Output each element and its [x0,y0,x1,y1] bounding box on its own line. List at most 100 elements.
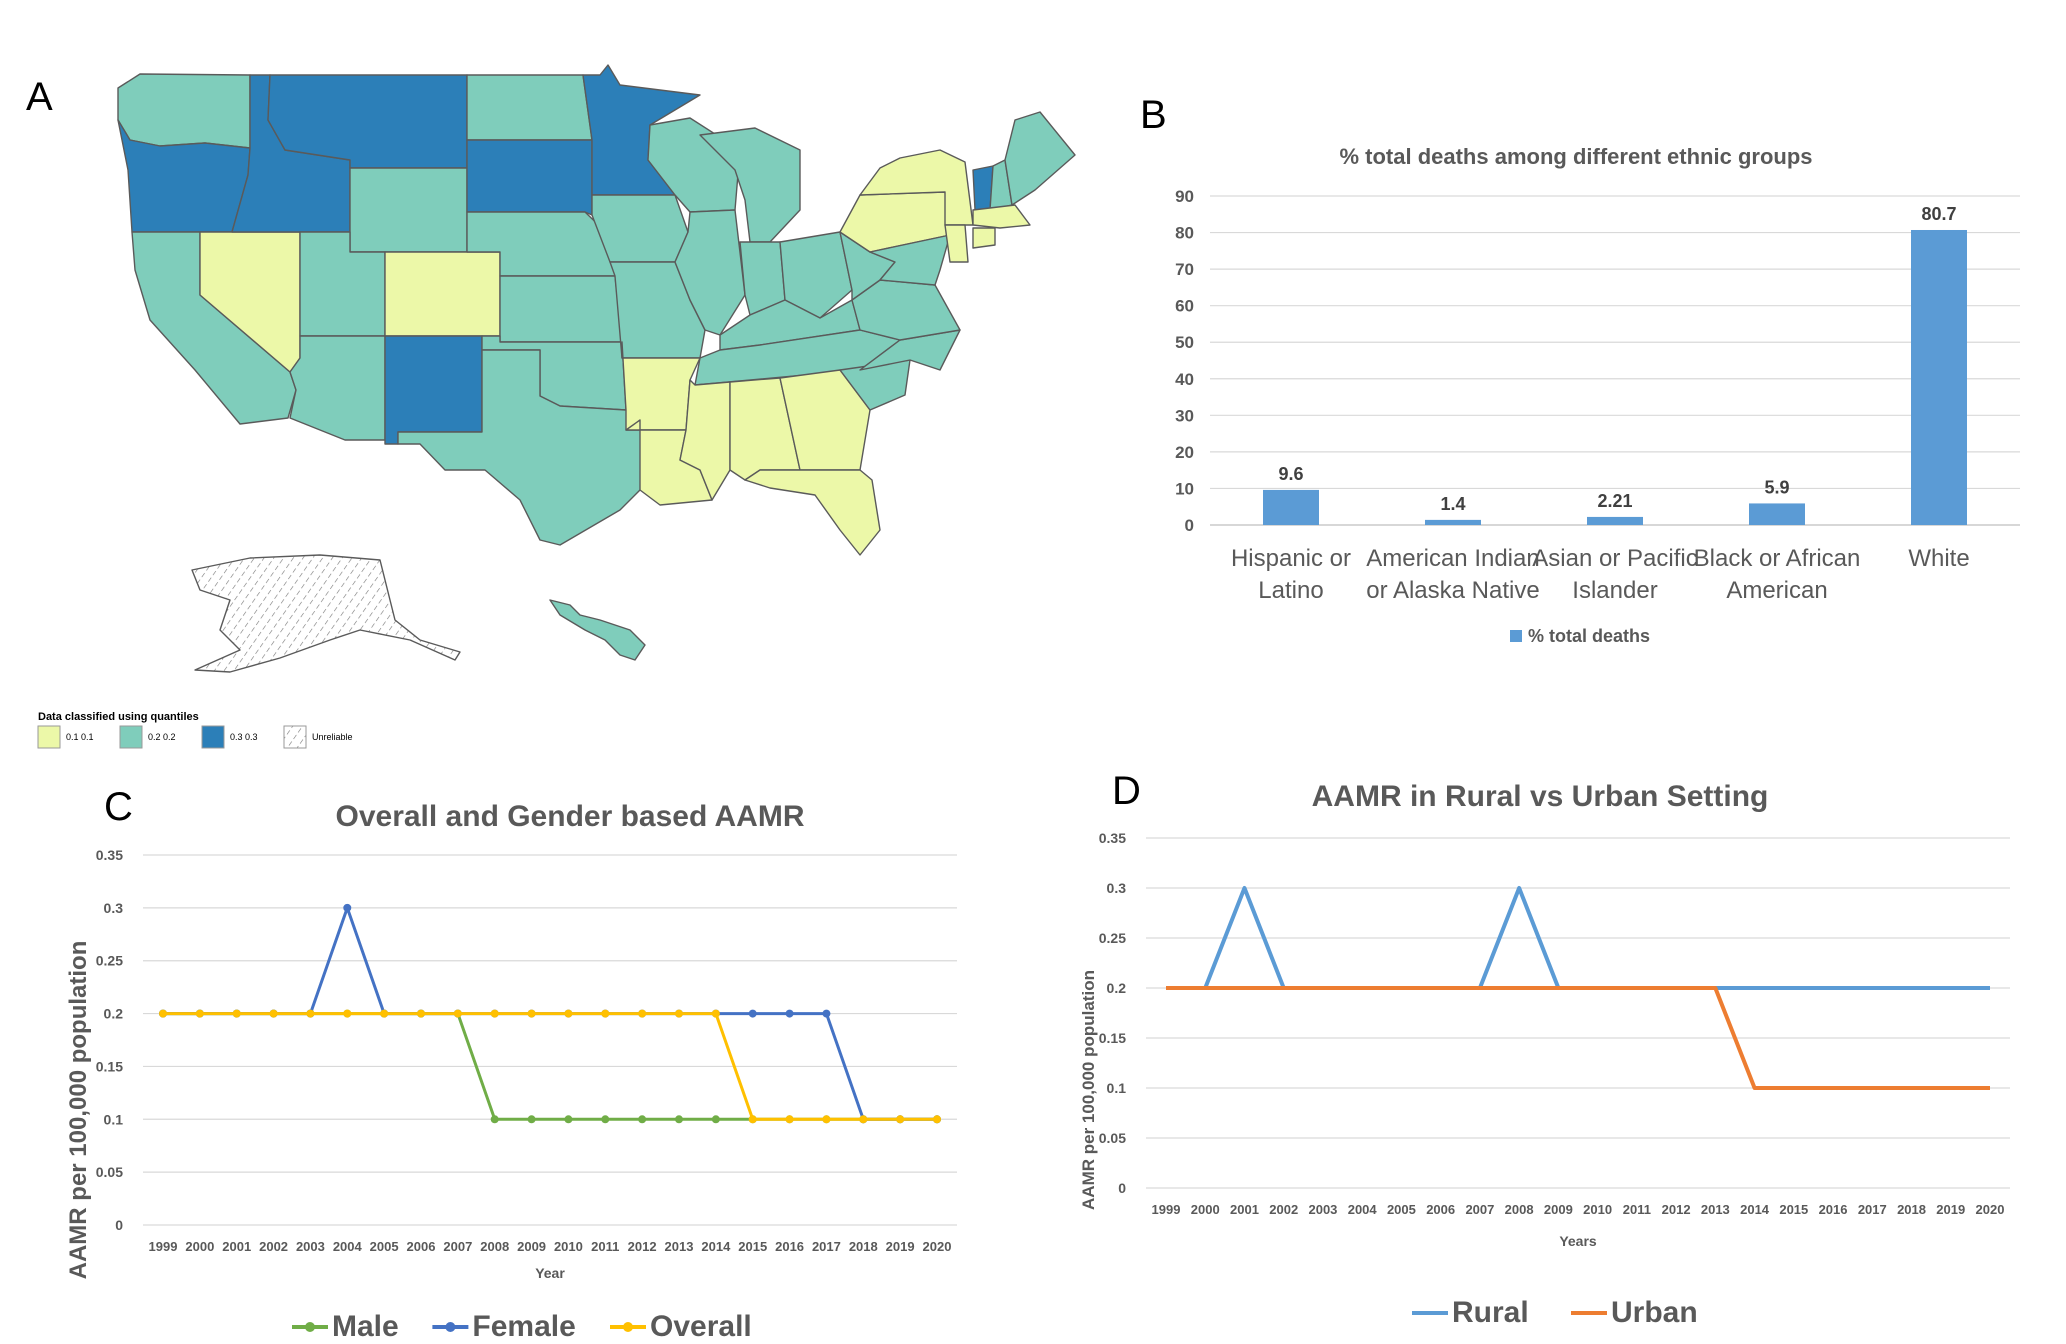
state-new-jersey [944,224,969,263]
x-tick-label: 2008 [1505,1202,1534,1217]
x-axis-title-d: Years [1559,1233,1597,1249]
bar [1425,519,1481,525]
state-maine [1004,111,1076,206]
data-point [785,1115,794,1124]
x-tick-label: 2015 [1779,1202,1808,1217]
y-tick-label: 0 [1185,516,1194,535]
legend-label: 0.3 0.3 [230,732,258,742]
panel-label-d: D [1112,769,1141,813]
x-tick-label: 2005 [1387,1202,1416,1217]
gender-aamr-line-chart: C Overall and Gender based AAMR AAMR per… [65,785,957,1343]
legend-label: 0.2 0.2 [148,732,176,742]
state-connecticut [972,227,996,249]
y-tick-label: 0.2 [1107,980,1127,996]
state-new-york [859,149,974,226]
x-tick-label: 2002 [259,1239,288,1254]
legend-marker [305,1322,315,1332]
data-point [306,1009,315,1018]
data-point [859,1115,868,1124]
y-tick-label: 0.25 [96,953,123,969]
x-tick-label: 2009 [517,1239,546,1254]
legend-label: 0.1 0.1 [66,732,94,742]
data-point [343,903,352,912]
x-tick-label: 2016 [1819,1202,1848,1217]
x-axis-title-c: Year [535,1265,565,1281]
data-point [933,1115,941,1124]
data-point [896,1115,905,1124]
bar [1911,229,1967,525]
chart-title-c: Overall and Gender based AAMR [335,800,804,833]
data-point [601,1115,610,1124]
x-tick-label: 2007 [443,1239,472,1254]
legend-label: % total deaths [1528,626,1650,646]
legend-swatch [37,725,61,749]
y-tick-label: 50 [1175,333,1194,352]
state-massachusetts [972,204,1031,229]
state-georgia [779,369,871,471]
data-point [417,1009,425,1018]
x-tick-label: 2019 [886,1239,915,1254]
choropleth-map: A Data classified using quantiles 0.1 0.… [26,64,1076,749]
x-tick-label: 2003 [296,1239,325,1254]
data-label: 2.21 [1597,491,1632,511]
x-tick-label: 2007 [1465,1202,1494,1217]
x-tick-label: 2003 [1308,1202,1337,1217]
state-kansas [499,275,623,343]
data-point [195,1009,204,1018]
x-tick-label: 2018 [1897,1202,1926,1217]
x-tick-label: 2014 [1740,1202,1770,1217]
data-point [527,1009,536,1018]
legend-label: Unreliable [312,732,353,742]
x-tick-label: 2011 [591,1239,619,1254]
x-tick-label: 2020 [923,1239,952,1254]
x-tick-label: 2008 [480,1239,509,1254]
state-new-mexico [384,335,483,445]
state-north-carolina [859,329,961,371]
data-point [638,1115,647,1124]
state-washington [117,73,251,149]
category-label: Islander [1572,577,1657,604]
legend-swatch [1510,630,1522,642]
data-point [564,1009,573,1018]
x-tick-label: 2013 [665,1239,694,1254]
x-tick-label: 2006 [1426,1202,1455,1217]
state-hawaii [549,599,646,661]
x-tick-label: 2001 [1230,1202,1259,1217]
y-tick-label: 30 [1175,406,1194,425]
data-point [711,1009,720,1018]
x-tick-label: 2001 [222,1239,251,1254]
x-tick-label: 2017 [812,1239,841,1254]
legend-label: Rural [1452,1296,1529,1329]
y-axis-title-d: AAMR per 100,000 population [1079,970,1098,1210]
x-tick-label: 2018 [849,1239,878,1254]
x-tick-label: 2010 [1583,1202,1612,1217]
data-label: 5.9 [1764,477,1789,497]
y-tick-label: 0.35 [96,847,123,863]
x-tick-label: 2004 [1348,1202,1378,1217]
legend-swatch [201,725,225,749]
legend-label: Male [332,1310,399,1343]
data-point [380,1009,389,1018]
data-point [675,1009,683,1018]
legend-marker [623,1322,633,1332]
x-tick-label: 2006 [407,1239,436,1254]
y-tick-label: 0.3 [104,900,124,916]
series-line-urban [1166,986,1990,1090]
state-colorado [384,251,501,337]
data-point [785,1009,794,1018]
state-arizona [289,335,386,441]
legend-label: Overall [650,1310,752,1343]
state-south-dakota [466,139,593,216]
x-tick-label: 2012 [1662,1202,1691,1217]
y-tick-label: 0.15 [96,1058,123,1074]
x-tick-label: 2011 [1623,1202,1651,1217]
data-point [711,1115,720,1124]
y-tick-label: 0.1 [1107,1080,1127,1096]
data-point [490,1115,499,1124]
y-tick-label: 80 [1175,224,1194,243]
data-label: 1.4 [1440,494,1465,514]
data-point [748,1115,757,1124]
y-tick-label: 0.05 [96,1164,123,1180]
x-tick-label: 1999 [149,1239,178,1254]
y-tick-label: 0.15 [1099,1030,1126,1046]
